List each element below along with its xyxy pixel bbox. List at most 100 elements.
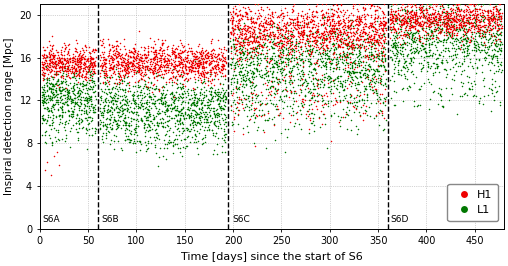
Point	[113, 63, 121, 68]
Point	[417, 7, 425, 11]
Point	[148, 71, 156, 75]
Point	[136, 100, 144, 105]
Point	[82, 111, 90, 115]
Point	[443, 24, 451, 28]
Point	[208, 37, 216, 41]
Point	[171, 53, 179, 57]
Point	[186, 65, 195, 69]
Point	[322, 70, 330, 75]
Point	[312, 71, 320, 75]
Point	[157, 58, 166, 62]
Point	[70, 103, 78, 108]
Point	[308, 12, 316, 16]
Point	[450, 39, 458, 43]
Point	[128, 74, 136, 78]
Point	[186, 58, 194, 63]
Point	[440, 17, 449, 21]
Point	[118, 73, 126, 77]
Point	[131, 42, 139, 47]
Point	[110, 48, 118, 52]
Point	[395, 16, 403, 20]
Point	[235, 97, 243, 102]
Point	[43, 68, 51, 72]
Point	[365, 43, 373, 47]
Point	[280, 34, 288, 38]
Point	[287, 70, 295, 74]
Point	[465, 2, 473, 6]
Point	[246, 117, 255, 121]
Point	[480, 43, 488, 47]
Point	[211, 123, 219, 127]
Point	[124, 134, 132, 138]
Point	[329, 30, 337, 34]
Point	[328, 34, 336, 38]
Point	[203, 71, 211, 75]
Point	[236, 52, 244, 57]
Point	[186, 139, 195, 144]
Point	[288, 68, 296, 72]
Point	[185, 46, 194, 50]
Point	[88, 69, 97, 73]
Point	[256, 13, 264, 17]
Point	[113, 126, 121, 130]
Point	[310, 60, 319, 65]
Point	[273, 54, 281, 59]
Point	[402, 59, 410, 63]
Point	[400, 16, 408, 20]
Point	[287, 78, 295, 82]
Point	[313, 59, 322, 63]
Point	[204, 78, 212, 82]
Point	[444, 54, 453, 58]
Point	[185, 97, 194, 102]
Point	[445, 49, 453, 53]
Point	[391, 16, 399, 20]
Point	[71, 61, 79, 65]
Point	[177, 111, 185, 115]
Point	[133, 69, 141, 73]
Point	[303, 15, 311, 19]
Point	[329, 14, 337, 18]
Point	[273, 36, 281, 40]
Point	[375, 27, 384, 31]
Point	[89, 105, 98, 109]
Point	[104, 98, 112, 102]
Point	[452, 5, 460, 9]
Point	[490, 37, 498, 41]
Point	[367, 25, 375, 29]
Point	[202, 120, 210, 124]
Point	[453, 6, 461, 10]
Point	[71, 99, 79, 104]
Point	[344, 47, 352, 51]
Point	[341, 21, 350, 25]
Point	[442, 13, 451, 17]
Point	[87, 80, 96, 84]
Point	[58, 108, 67, 112]
Point	[450, 18, 458, 22]
Point	[106, 142, 114, 146]
Point	[247, 90, 256, 95]
Point	[354, 80, 362, 84]
Point	[179, 86, 187, 90]
Point	[345, 46, 354, 50]
Point	[478, 34, 486, 38]
Point	[436, 29, 444, 33]
Point	[284, 23, 292, 27]
Point	[70, 56, 78, 60]
Point	[265, 60, 273, 64]
Point	[410, 18, 419, 22]
Point	[136, 58, 144, 62]
Point	[336, 42, 344, 47]
Point	[76, 82, 84, 86]
Point	[65, 109, 73, 113]
Point	[231, 24, 239, 28]
Point	[376, 80, 385, 84]
Point	[165, 138, 173, 143]
Point	[366, 23, 374, 27]
Point	[221, 113, 229, 117]
Point	[448, 30, 456, 34]
Point	[106, 125, 114, 129]
Point	[456, 13, 464, 17]
Point	[303, 22, 311, 26]
Point	[313, 28, 321, 32]
Point	[466, 2, 474, 6]
